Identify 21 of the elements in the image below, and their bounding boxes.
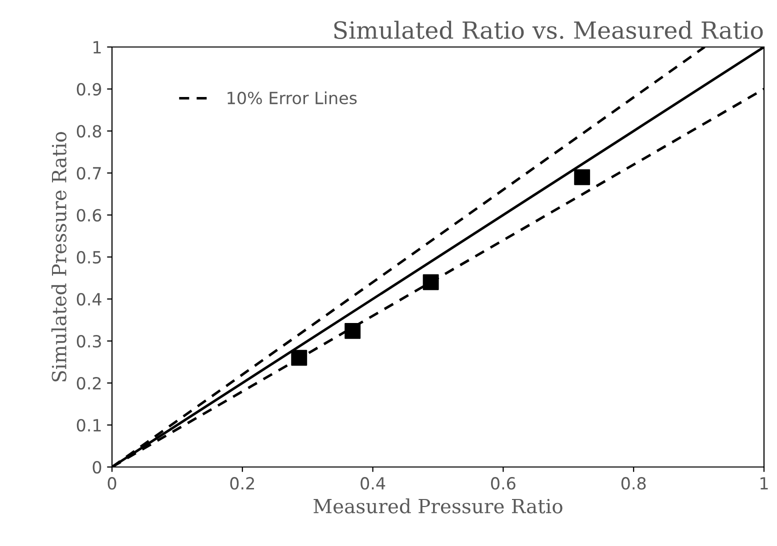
y-tick-label: 0.6	[76, 208, 102, 222]
y-tick-label: 0.9	[76, 82, 102, 96]
y-axis-title: Simulated Pressure Ratio	[51, 132, 66, 382]
y-tick-label: 0.5	[76, 250, 101, 264]
x-tick-label: 0	[108, 477, 116, 490]
legend-label: 10% Error Lines	[228, 91, 357, 104]
x-tick-label: 0.8	[621, 477, 646, 490]
y-tick-label: 0.1	[76, 418, 101, 432]
x-tick-label: 0.4	[360, 477, 386, 490]
y-tick-label: 0.7	[76, 166, 101, 180]
x-tick-label: 1	[760, 477, 768, 490]
y-tick-label: 0.8	[76, 124, 102, 138]
chart-title: Simulated Ratio vs. Measured Ratio	[334, 20, 763, 39]
y-tick-label: 0.3	[76, 334, 101, 348]
y-tick-label: 0.4	[76, 292, 102, 306]
x-tick-label: 0.2	[230, 477, 254, 490]
x-axis-title: Measured Pressure Ratio	[314, 498, 562, 514]
y-tick-label: 1	[94, 41, 101, 54]
y-tick-label: 0.2	[76, 376, 101, 390]
x-tick-label: 0.6	[491, 477, 516, 490]
y-tick-label: 0	[92, 460, 102, 474]
